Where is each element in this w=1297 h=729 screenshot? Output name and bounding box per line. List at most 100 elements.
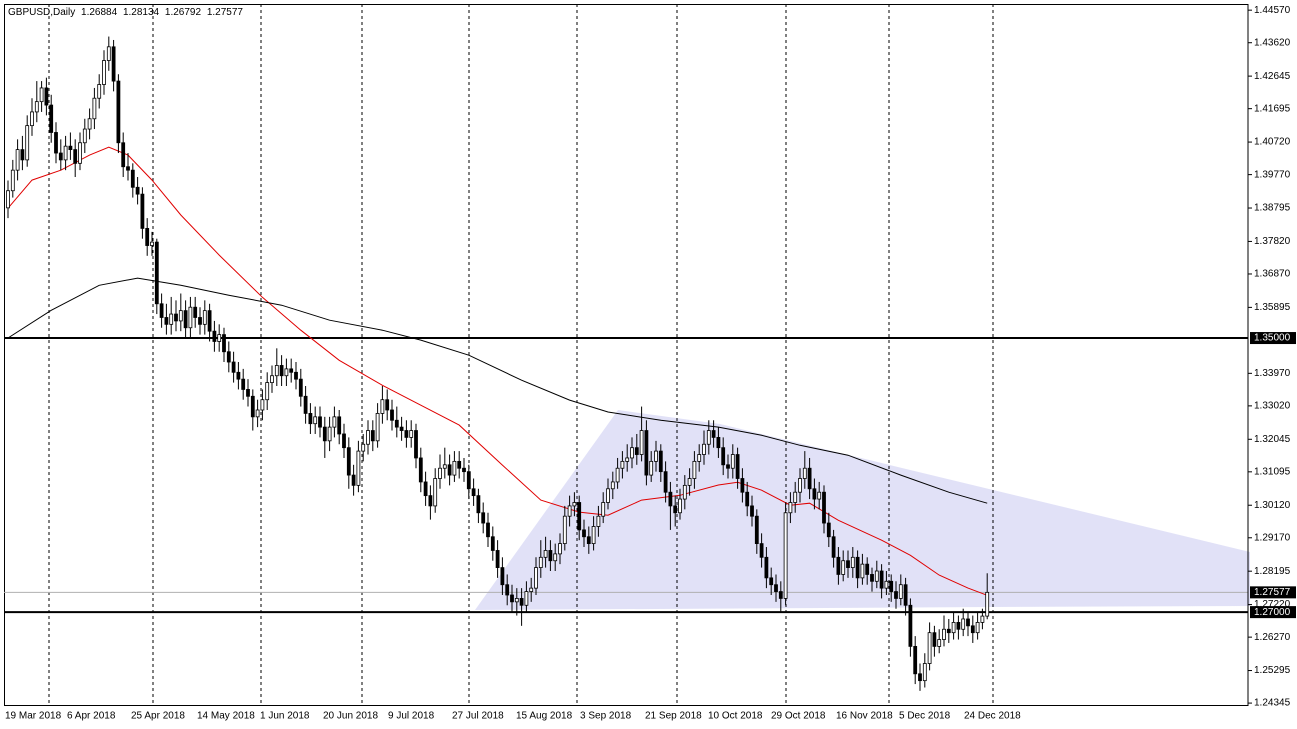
low-value: 1.26792: [165, 7, 202, 18]
candle-body: [409, 430, 414, 438]
candle-body: [63, 145, 68, 161]
candle-body: [97, 84, 102, 99]
candle-body: [558, 543, 562, 555]
y-tick-label: 1.37820: [1254, 236, 1291, 247]
candle-body: [428, 495, 433, 507]
candle-body: [855, 556, 860, 579]
y-tick-label: 1.38795: [1254, 203, 1291, 214]
candle-body: [913, 645, 918, 675]
candle-body: [92, 97, 97, 120]
y-tick-label: 1.41695: [1254, 103, 1291, 114]
candle-body: [889, 580, 894, 592]
candle-body: [510, 594, 514, 603]
candle-body: [754, 515, 759, 545]
time-grid: [48, 4, 994, 706]
candle-body: [246, 389, 250, 397]
y-tick-label: 1.33970: [1254, 368, 1291, 379]
candle-body: [817, 491, 822, 500]
x-tick-label: 27 Jul 2018: [452, 711, 504, 722]
y-tick-label: 1.30120: [1254, 500, 1291, 511]
candle-body: [663, 471, 668, 493]
close-value: 1.27577: [207, 7, 244, 18]
candle-body: [375, 413, 380, 442]
candle-body: [985, 591, 990, 617]
candle-body: [222, 334, 226, 353]
candle-body: [6, 190, 10, 209]
candle-body: [577, 502, 582, 531]
candle-body: [774, 584, 778, 592]
candle-body: [788, 502, 793, 514]
candle-body: [198, 317, 202, 325]
x-tick-label: 5 Dec 2018: [899, 711, 951, 722]
x-tick-label: 6 Apr 2018: [67, 711, 116, 722]
y-tick-label: 1.26270: [1254, 632, 1291, 643]
candle-body: [481, 512, 486, 524]
x-tick-label: 21 Sep 2018: [645, 711, 702, 722]
candle-body: [140, 193, 145, 229]
candle-body: [342, 433, 346, 449]
candle-body: [34, 101, 39, 113]
candle-body: [490, 536, 495, 551]
y-tick-label: 1.39770: [1254, 169, 1291, 180]
candle-body: [706, 430, 711, 445]
candle-body: [519, 598, 524, 606]
candle-body: [169, 313, 174, 325]
candle-body: [620, 460, 625, 469]
candle-body: [702, 443, 706, 455]
candle-body: [390, 409, 394, 421]
candle-body: [529, 587, 534, 592]
candle-body: [236, 371, 241, 380]
candle-body: [366, 430, 370, 445]
candle-body: [610, 481, 615, 490]
candle-body: [318, 416, 322, 428]
candle-body: [351, 474, 356, 486]
candle-body: [807, 467, 812, 490]
candle-body: [433, 478, 438, 507]
candle-body: [452, 460, 457, 476]
y-tick-label: 1.25295: [1254, 665, 1291, 676]
candle-body: [625, 457, 630, 462]
candle-body: [937, 639, 942, 647]
candle-body: [846, 560, 850, 568]
x-tick-label: 9 Jul 2018: [388, 711, 435, 722]
candle-body: [394, 419, 399, 428]
candle-body: [404, 430, 409, 438]
y-tick-label: 1.31095: [1254, 466, 1291, 477]
candle-body: [102, 60, 106, 85]
candle-body: [769, 577, 774, 586]
candle-body: [639, 430, 644, 455]
candle-body: [462, 467, 466, 473]
candle-body: [572, 502, 577, 507]
candle-body: [193, 306, 198, 318]
candle-body: [654, 450, 658, 462]
candle-body: [442, 464, 447, 469]
candle-body: [356, 450, 361, 486]
candle-body: [606, 488, 610, 503]
candle-body: [946, 628, 951, 634]
candle-body: [298, 378, 303, 397]
candle-body: [423, 481, 428, 497]
candle-body: [759, 543, 764, 558]
candle-body: [870, 574, 874, 582]
y-tick-label: 1.32045: [1254, 434, 1291, 445]
candle-body: [956, 622, 961, 630]
candle-body: [692, 460, 697, 479]
candle-body: [678, 498, 682, 514]
candle-body: [879, 570, 884, 589]
candle-body: [294, 371, 298, 380]
candle-body: [548, 550, 553, 562]
triangle-pattern: [475, 410, 1250, 610]
candle-body: [226, 351, 231, 363]
candle-body: [918, 673, 922, 682]
level-label: 1.27000: [1254, 607, 1291, 618]
candle-body: [39, 87, 44, 103]
candle-body: [802, 467, 807, 479]
y-tick-label: 1.29170: [1254, 532, 1291, 543]
chart-header: GBPUSD,Daily 1.26884 1.28134 1.26792 1.2…: [8, 7, 243, 18]
candle-body: [457, 460, 462, 469]
candle-body: [726, 464, 730, 469]
y-tick-label: 1.40720: [1254, 137, 1291, 148]
candle-body: [649, 460, 654, 476]
candle-body: [346, 447, 351, 476]
